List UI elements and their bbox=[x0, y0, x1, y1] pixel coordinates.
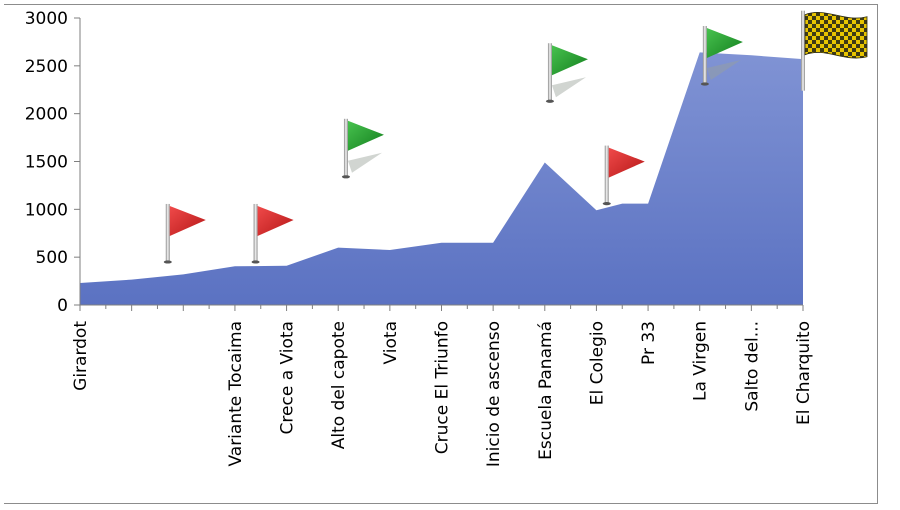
red-flag-icon bbox=[163, 203, 206, 264]
elevation-area bbox=[80, 52, 803, 306]
y-tick-label: 0 bbox=[57, 296, 68, 316]
x-category-label: Viota bbox=[381, 321, 401, 364]
x-category-label: El Colegio bbox=[587, 321, 607, 405]
y-tick-label: 1500 bbox=[25, 153, 68, 173]
x-category-label: Crece a Viota bbox=[278, 321, 298, 434]
x-category-label: Alto del capote bbox=[329, 321, 349, 449]
x-category-label: Variante Tocaima bbox=[226, 321, 246, 467]
x-category-label: Girardot bbox=[71, 321, 91, 391]
y-tick-label: 3000 bbox=[25, 9, 68, 29]
y-tick-label: 2000 bbox=[25, 105, 68, 125]
y-tick-label: 500 bbox=[36, 248, 68, 268]
x-category-label: Inicio de ascenso bbox=[484, 321, 504, 467]
green-flag-icon bbox=[545, 43, 588, 103]
x-category-label: Salto del... bbox=[742, 321, 762, 412]
red-flag-icon bbox=[602, 145, 645, 206]
green-flag-icon bbox=[341, 118, 384, 179]
x-category-label: Pr 33 bbox=[639, 321, 659, 365]
x-category-label: Cruce El Triunfo bbox=[433, 321, 453, 454]
x-category-label: El Charquito bbox=[794, 321, 814, 425]
y-tick-label: 2500 bbox=[25, 57, 68, 77]
green-flag-icon bbox=[700, 26, 743, 86]
checkered-flag-icon bbox=[801, 10, 868, 91]
x-category-label: La Virgen bbox=[691, 321, 711, 401]
x-category-label: Escuela Panamá bbox=[536, 321, 556, 460]
red-flag-icon bbox=[251, 203, 294, 264]
y-tick-label: 1000 bbox=[25, 200, 68, 220]
